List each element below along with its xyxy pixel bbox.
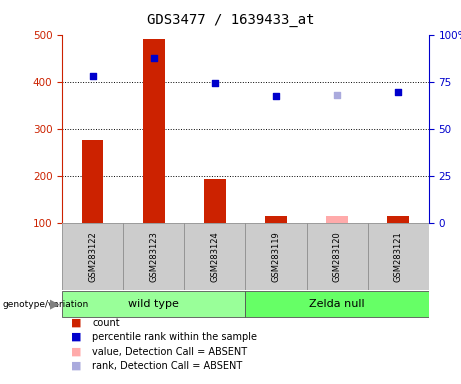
Text: GSM283122: GSM283122 (88, 231, 97, 282)
Text: count: count (92, 318, 120, 328)
Bar (184, 223, 245, 290)
Bar (307, 223, 367, 290)
Text: ▶: ▶ (50, 298, 60, 311)
Bar (143, 39, 165, 223)
Point (272, 93, 280, 99)
Text: value, Detection Call = ABSENT: value, Detection Call = ABSENT (92, 347, 247, 357)
Point (333, 92, 341, 98)
Text: ■: ■ (71, 347, 82, 357)
Bar (266, 216, 287, 223)
Text: rank, Detection Call = ABSENT: rank, Detection Call = ABSENT (92, 361, 242, 371)
Text: GDS3477 / 1639433_at: GDS3477 / 1639433_at (147, 13, 314, 27)
Text: wild type: wild type (129, 299, 179, 309)
Bar (326, 216, 348, 223)
Bar (82, 141, 103, 223)
Text: GSM283123: GSM283123 (149, 231, 159, 282)
Bar (388, 216, 409, 223)
Bar (62, 291, 245, 317)
Text: genotype/variation: genotype/variation (2, 300, 89, 309)
Text: GSM283119: GSM283119 (272, 231, 281, 282)
Text: GSM283120: GSM283120 (332, 231, 342, 282)
Text: ■: ■ (71, 318, 82, 328)
Text: ■: ■ (71, 361, 82, 371)
Text: GSM283121: GSM283121 (394, 231, 403, 282)
Text: ■: ■ (71, 332, 82, 342)
Point (150, 55, 158, 61)
Text: percentile rank within the sample: percentile rank within the sample (92, 332, 257, 342)
Bar (245, 291, 429, 317)
Point (89, 73, 96, 79)
Bar (245, 223, 307, 290)
Point (395, 89, 402, 95)
Text: Zelda null: Zelda null (309, 299, 365, 309)
Bar (367, 223, 429, 290)
Bar (62, 223, 123, 290)
Text: GSM283124: GSM283124 (210, 231, 219, 282)
Point (211, 80, 219, 86)
Bar (204, 179, 225, 223)
Bar (123, 223, 184, 290)
